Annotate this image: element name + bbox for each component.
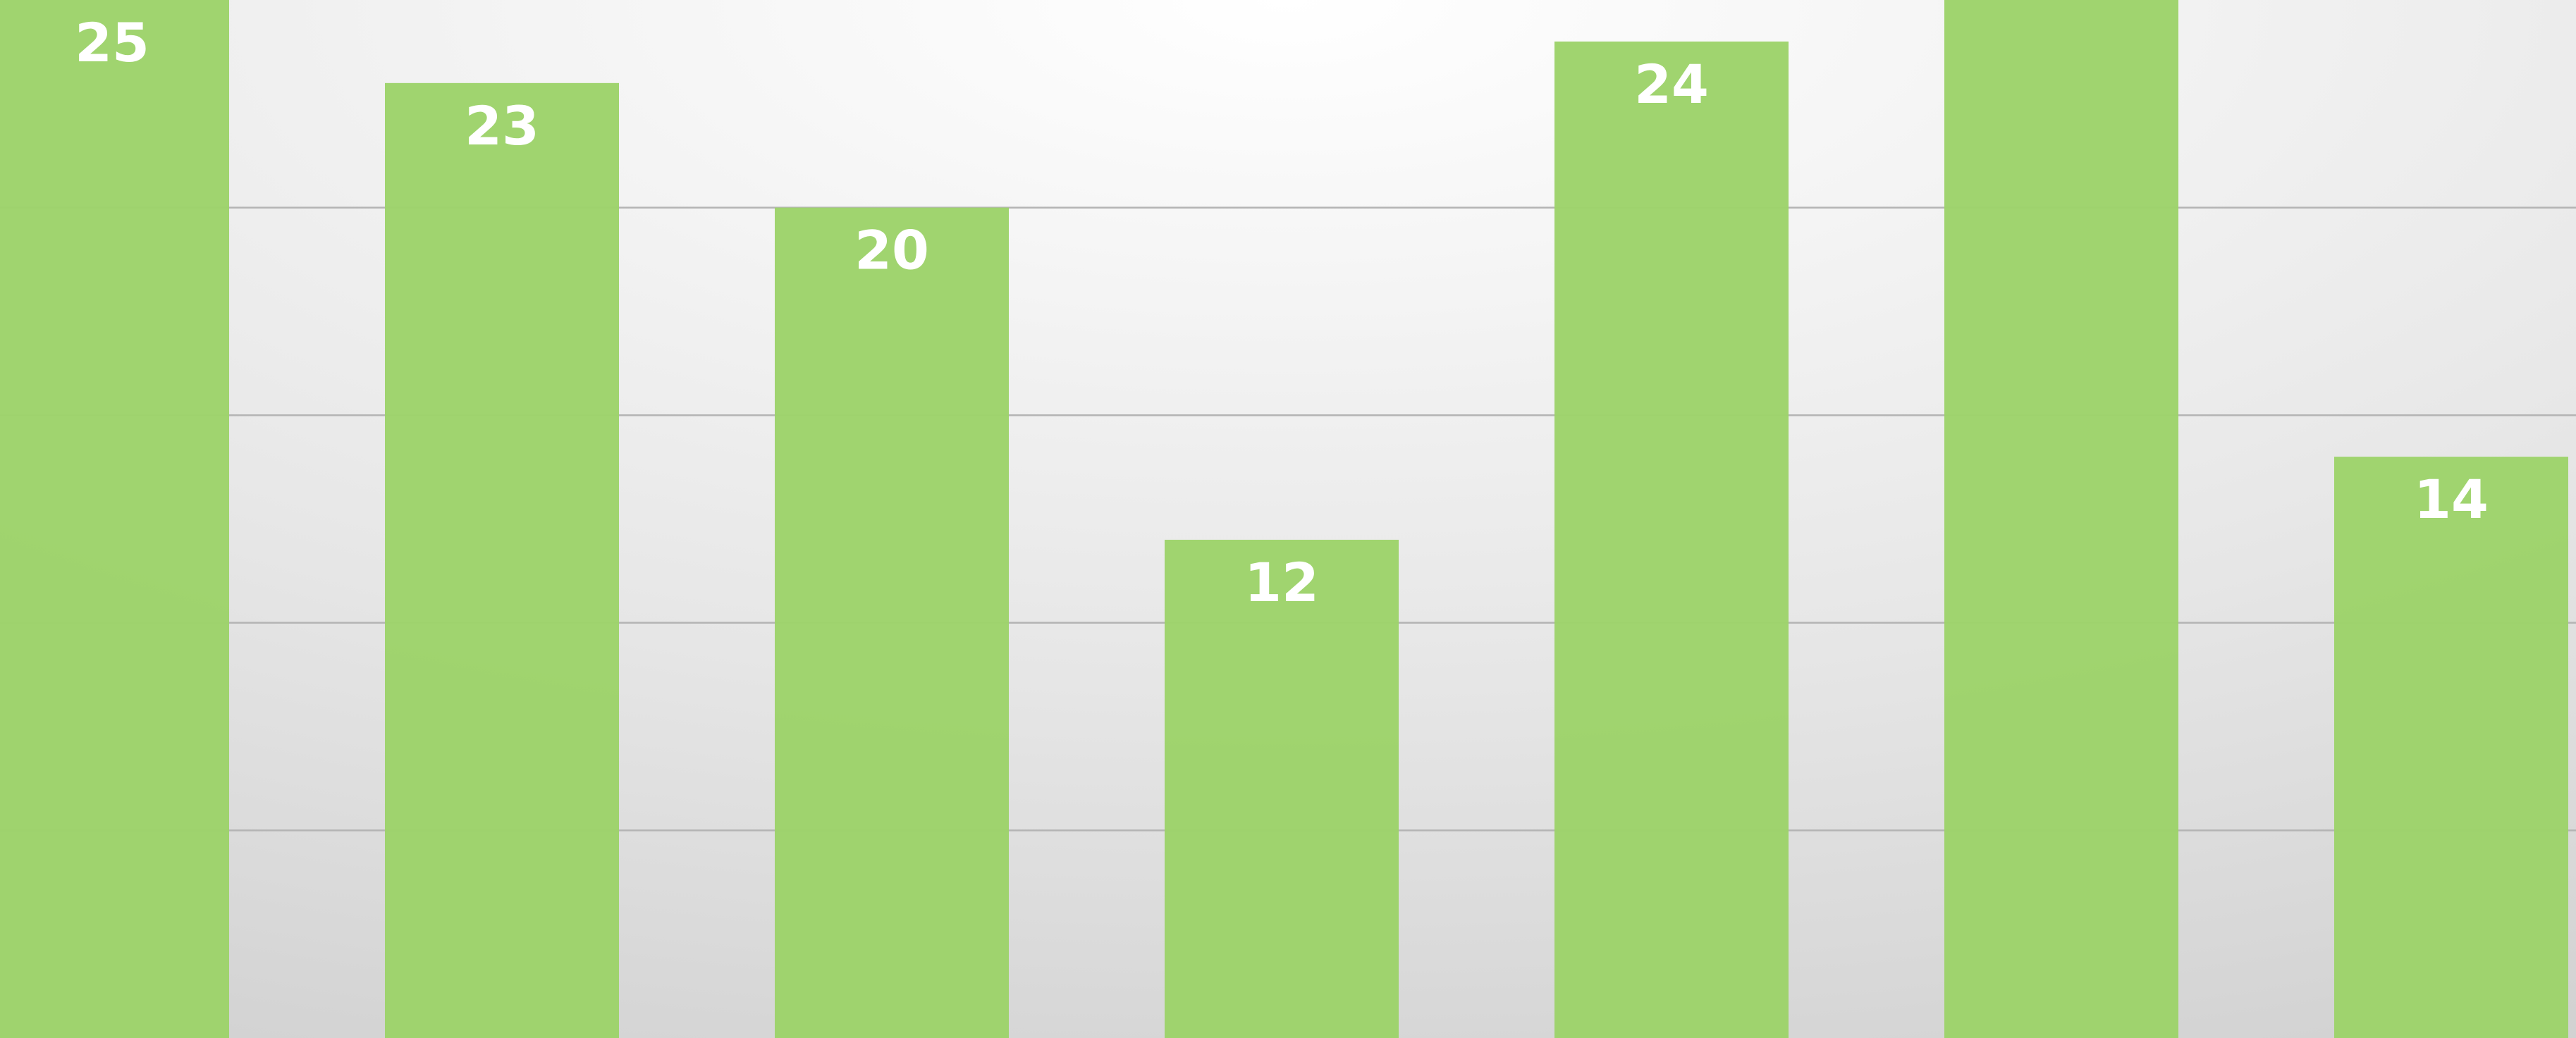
bar xyxy=(2334,457,2568,1038)
data-label: 25 xyxy=(75,11,149,74)
data-label: 14 xyxy=(2414,468,2489,531)
data-label: 24 xyxy=(1634,53,1709,116)
bar xyxy=(385,82,619,1038)
bar xyxy=(1165,539,1399,1038)
bar xyxy=(1554,41,1789,1038)
data-label: 23 xyxy=(465,94,539,157)
bar xyxy=(0,0,229,1038)
bar xyxy=(1944,0,2178,1038)
data-label: 20 xyxy=(854,219,929,282)
bar xyxy=(775,207,1009,1038)
data-label: 12 xyxy=(1244,551,1319,614)
